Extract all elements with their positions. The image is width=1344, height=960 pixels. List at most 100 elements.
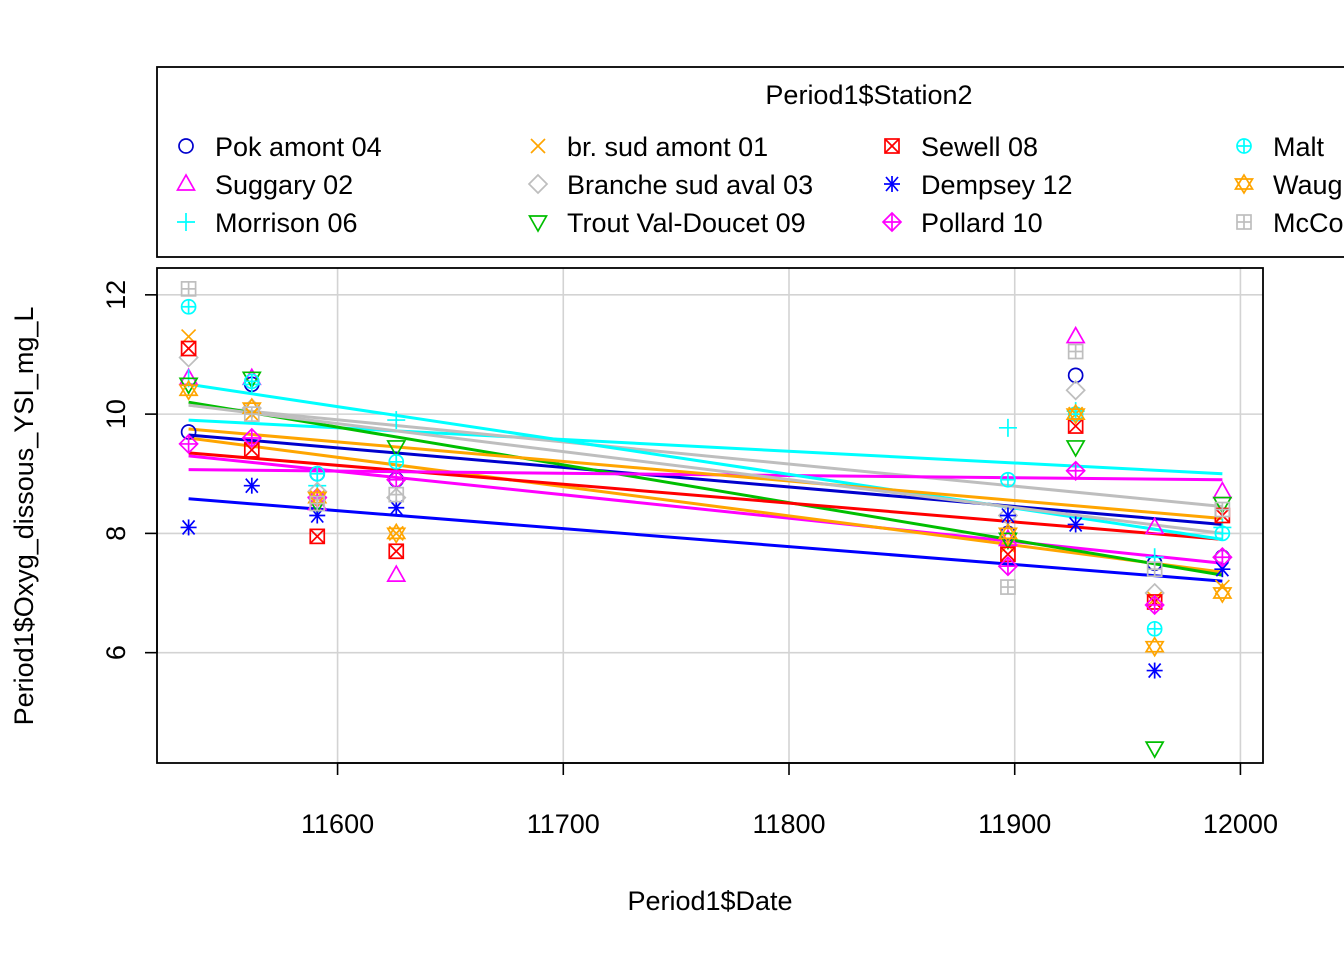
data-point: [309, 465, 326, 482]
data-point: [309, 495, 326, 512]
legend-box: [156, 66, 1344, 258]
data-point: [1146, 561, 1163, 578]
fit-line-waug: [188, 427, 1223, 520]
data-point: [386, 440, 407, 458]
data-point: [180, 281, 197, 297]
y-axis-label: Period1$Oxyg_dissous_YSI_mg_L: [9, 307, 39, 726]
data-point: [1065, 403, 1086, 425]
y-tick-label: 8: [101, 526, 131, 541]
legend-label: Malt: [1273, 132, 1325, 162]
data-point: [1144, 636, 1165, 658]
legend-marker: [530, 138, 546, 154]
y-tick-label: 6: [101, 645, 131, 660]
legend-entry: Trout Val-Doucet 09: [528, 208, 806, 238]
legend-label: Trout Val-Doucet 09: [567, 208, 806, 238]
legend-entry: Morrison 06: [177, 208, 358, 238]
data-point: [386, 522, 407, 545]
x-tick-label: 11700: [527, 809, 600, 839]
data-point: [178, 379, 199, 401]
legend-label: br. sud amont 01: [567, 132, 768, 162]
data-point: [1144, 741, 1165, 759]
legend-marker: [884, 138, 900, 154]
data-point: [243, 406, 260, 422]
legend-label: Sewell 08: [921, 132, 1038, 162]
legend-entry: Malt: [1236, 132, 1325, 162]
fit-lines: [188, 382, 1223, 583]
data-point: [1146, 662, 1163, 679]
legend-entry: Suggary 02: [176, 170, 353, 200]
data-point: [241, 427, 263, 449]
legend-label: Branche sud aval 03: [567, 170, 813, 200]
data-point: [387, 411, 406, 430]
x-axis: 11600 11700 11800 11900 12000: [301, 762, 1278, 839]
legend-marker: [178, 138, 194, 154]
legend-entry: Waug: [1233, 170, 1343, 200]
data-point: [180, 340, 197, 357]
legend-label: Suggary 02: [215, 170, 353, 200]
x-tick-label: 12000: [1203, 809, 1278, 839]
legend-entries: Pok amont 04 Suggary 02 Morrison 06 br. sud…: [176, 132, 1344, 238]
data-point: [388, 486, 405, 503]
y-tick-label: 10: [101, 399, 131, 429]
data-point: [388, 543, 405, 560]
data-point: [999, 507, 1016, 524]
legend-marker: [176, 173, 196, 191]
data-point: [180, 519, 197, 536]
legend-marker: [1236, 138, 1252, 154]
legend-entry: McCo: [1236, 208, 1344, 238]
data-point: [386, 564, 407, 582]
x-tick-label: 11900: [978, 809, 1051, 839]
x-tick-label: 11600: [301, 809, 374, 839]
legend-marker: [177, 213, 195, 231]
data-point: [1212, 547, 1233, 568]
data-point: [1065, 440, 1086, 458]
data-point: [1212, 582, 1233, 604]
data-point: [1067, 343, 1084, 360]
legend-label: Waug: [1273, 170, 1343, 200]
data-point: [998, 418, 1017, 437]
data-point: [997, 555, 1019, 577]
legend-label: Pok amont 04: [215, 132, 382, 162]
legend-label: McCo: [1273, 208, 1344, 238]
legend-entry: Pollard 10: [881, 208, 1043, 238]
x-tick-label: 11800: [752, 809, 825, 839]
data-point: [243, 373, 260, 390]
legend-entry: Pok amont 04: [178, 132, 382, 162]
data-point: [180, 298, 197, 315]
legend-entry: Sewell 08: [884, 132, 1038, 162]
y-axis: 6 8 10 12: [101, 280, 158, 660]
x-axis-label: Period1$Date: [627, 886, 792, 916]
legend-label: Dempsey 12: [921, 170, 1073, 200]
legend-marker: [528, 215, 548, 233]
legend-label: Morrison 06: [215, 208, 358, 238]
fit-line-sewell-08: [188, 451, 1223, 541]
data-point: [1000, 579, 1016, 595]
fit-line-trout-val-doucet-09: [188, 400, 1223, 577]
data-point: [1214, 525, 1231, 542]
legend-marker: [884, 176, 900, 192]
fit-line-branche-sud-aval-03: [188, 403, 1223, 509]
legend-marker: [527, 173, 549, 195]
data-point: [1212, 496, 1233, 515]
fit-line-br-sud-amont-01: [188, 436, 1223, 574]
data-point: [1000, 471, 1016, 488]
data-point: [309, 528, 326, 545]
data-point: [1144, 516, 1165, 535]
legend-marker: [881, 211, 903, 233]
data-point: [1144, 594, 1165, 616]
data-point: [1146, 620, 1163, 637]
fit-line-dempsey-12: [188, 497, 1223, 583]
legend: Period1$Station2 Pok amont 04 Suggary 02 M…: [156, 66, 1344, 258]
fit-line-pok-amont-04: [188, 433, 1223, 526]
legend-entry: Dempsey 12: [884, 170, 1073, 200]
legend-marker: [1236, 214, 1252, 230]
legend-entry: Branche sud aval 03: [527, 170, 813, 200]
data-point: [1065, 460, 1086, 481]
data-point: [1065, 325, 1086, 344]
data-point: [241, 371, 262, 390]
data-point: [178, 433, 199, 455]
fit-line-mcco: [188, 403, 1223, 535]
data-point: [1065, 380, 1086, 401]
data-points: [178, 281, 1233, 759]
